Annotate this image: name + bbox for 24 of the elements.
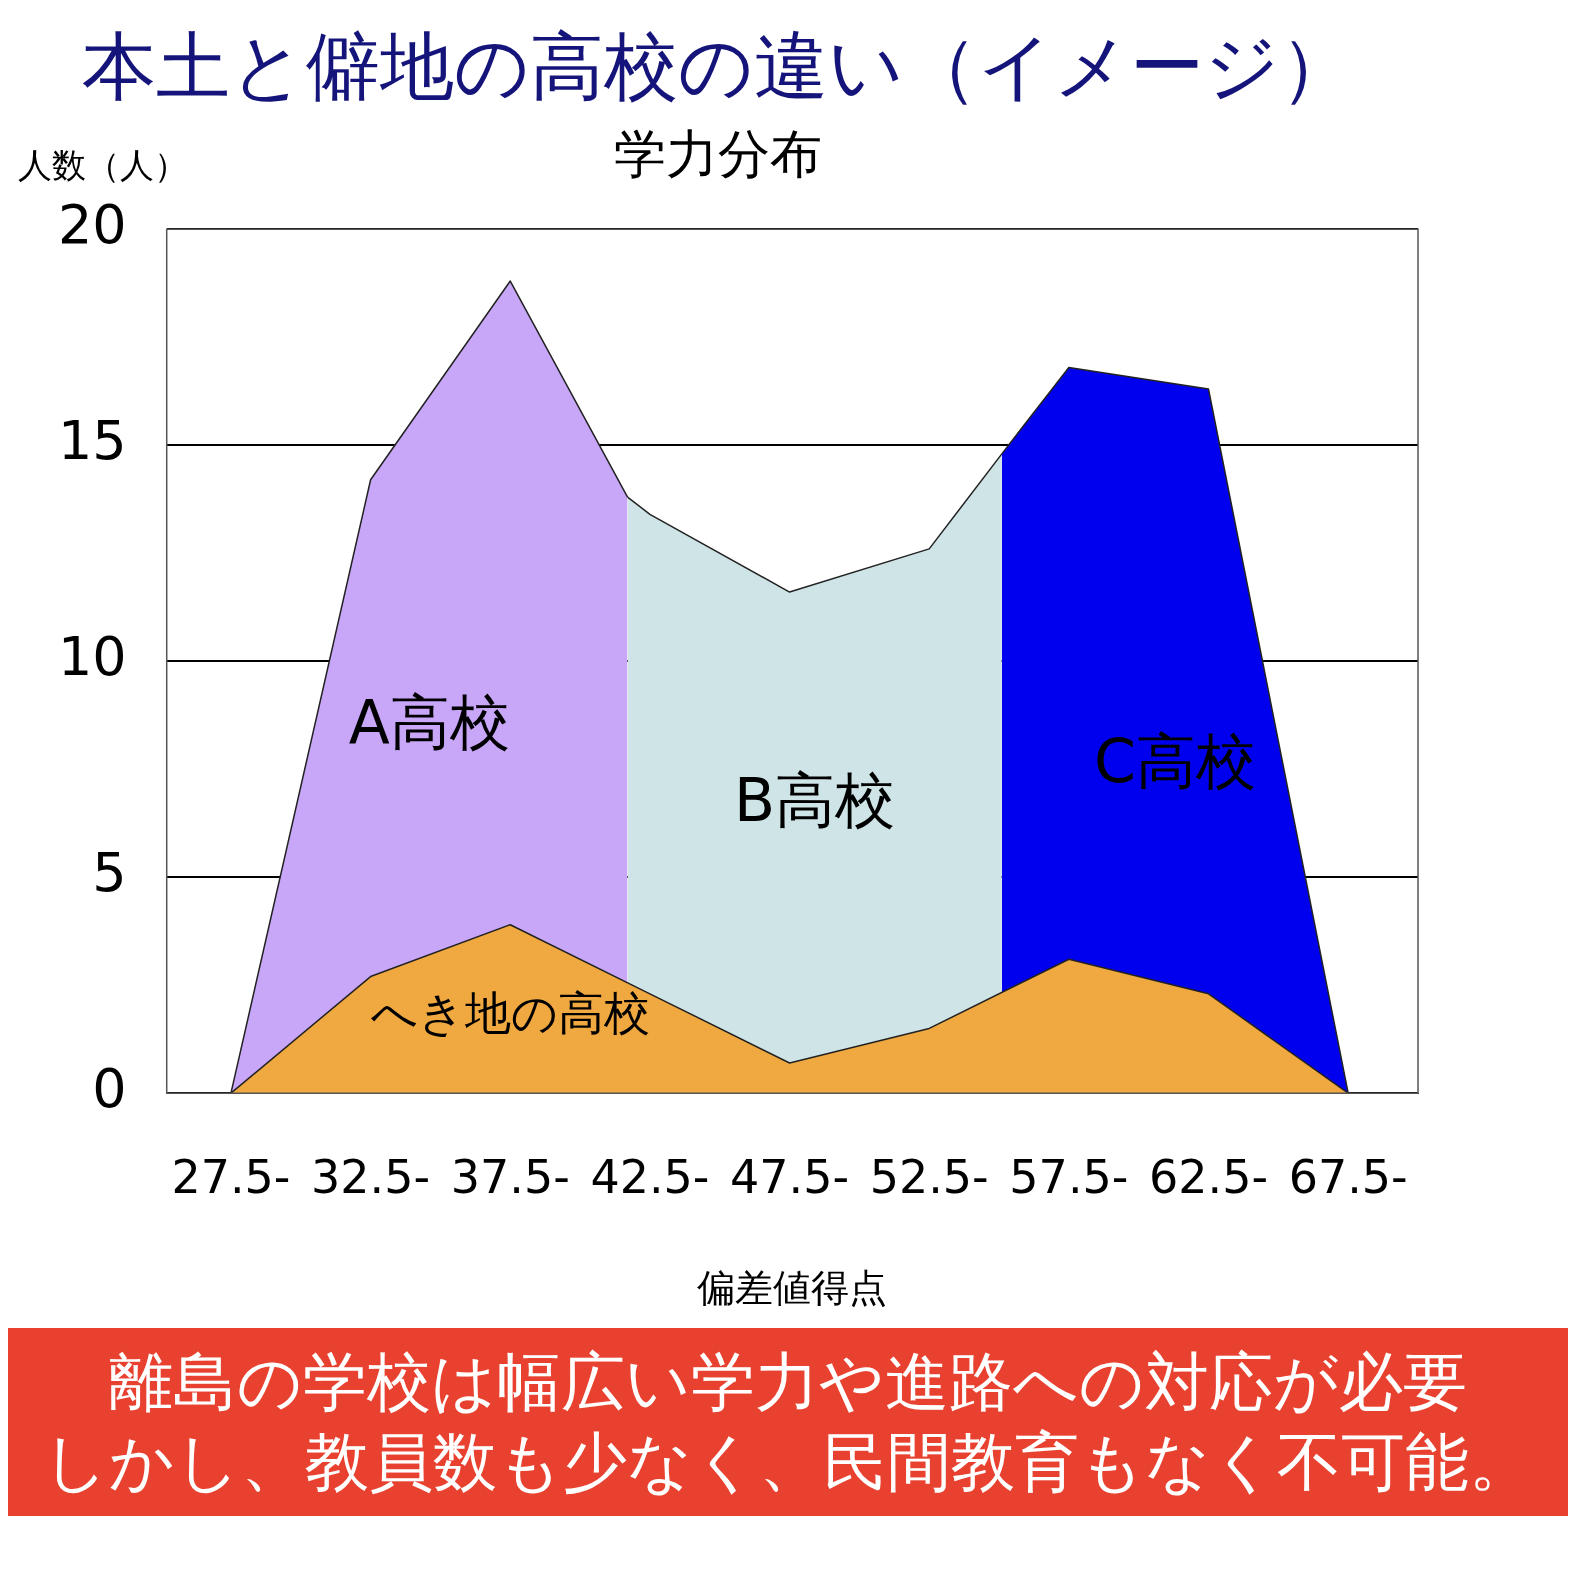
text: 離島の学校は幅広い学力や進路への対応が必要 — [108, 1344, 1468, 1421]
text: しかし、教員数も少なく、民間教育もなく不可能。 — [42, 1424, 1534, 1501]
x-tick-label: 67.5- — [1288, 1149, 1408, 1204]
series-label: B高校 — [734, 765, 896, 836]
series-label: C高校 — [1094, 726, 1256, 797]
x-tick-label: 47.5- — [730, 1149, 850, 1204]
series-label: へき地の高校 — [370, 986, 650, 1041]
y-tick-label: 10 — [57, 625, 127, 689]
y-tick-label: 0 — [92, 1057, 127, 1121]
series-label: A高校 — [348, 687, 510, 758]
x-tick-label: 32.5- — [311, 1149, 431, 1204]
y-axis-title: 人数（人） — [18, 144, 188, 185]
x-tick-label: 37.5- — [450, 1149, 570, 1204]
x-tick-label: 57.5- — [1009, 1149, 1129, 1204]
y-tick-label: 15 — [57, 409, 127, 473]
x-tick-label: 27.5- — [171, 1149, 291, 1204]
x-tick-label: 42.5- — [590, 1149, 710, 1204]
chart-title: 本土と僻地の高校の違い（イメージ） — [82, 22, 1354, 109]
x-axis-title: 偏差値得点 — [697, 1266, 888, 1311]
y-tick-label: 20 — [57, 193, 127, 257]
y-tick-label: 5 — [92, 841, 127, 905]
x-tick-label: 52.5- — [869, 1149, 989, 1204]
x-tick-label: 62.5- — [1149, 1149, 1269, 1204]
chart-subtitle: 学力分布 — [614, 123, 822, 184]
